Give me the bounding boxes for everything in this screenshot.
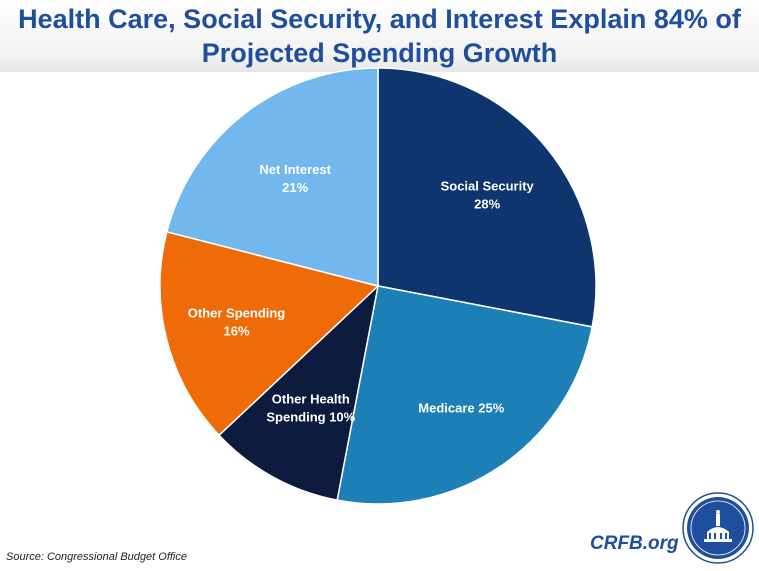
data-label-other-health-spending: Other Health Spending 10% <box>266 391 355 424</box>
title-band <box>0 0 759 72</box>
pie-slice-medicare <box>336 285 594 505</box>
pie-slice-social-security <box>377 67 597 328</box>
data-label-social-security: Social Security 28% <box>441 179 535 212</box>
pie-slice-other-spending <box>159 230 380 437</box>
pie-slice-net-interest <box>165 67 379 287</box>
chart-title-line-1: Health Care, Social Security, and Intere… <box>18 4 741 34</box>
chart-title-line-2: Projected Spending Growth <box>201 38 558 68</box>
brand-link[interactable]: CRFB.org <box>590 533 679 554</box>
chart-title: Health Care, Social Security, and Intere… <box>0 2 759 70</box>
crfb-seal-logo <box>682 492 754 564</box>
data-label-medicare: Medicare 25% <box>418 401 504 416</box>
data-label-net-interest: Net Interest 21% <box>259 162 331 195</box>
source-note: Source: Congressional Budget Office <box>6 551 187 563</box>
pie-slice-other-health-spending <box>218 283 380 502</box>
data-label-other-spending: Other Spending 16% <box>188 305 286 338</box>
